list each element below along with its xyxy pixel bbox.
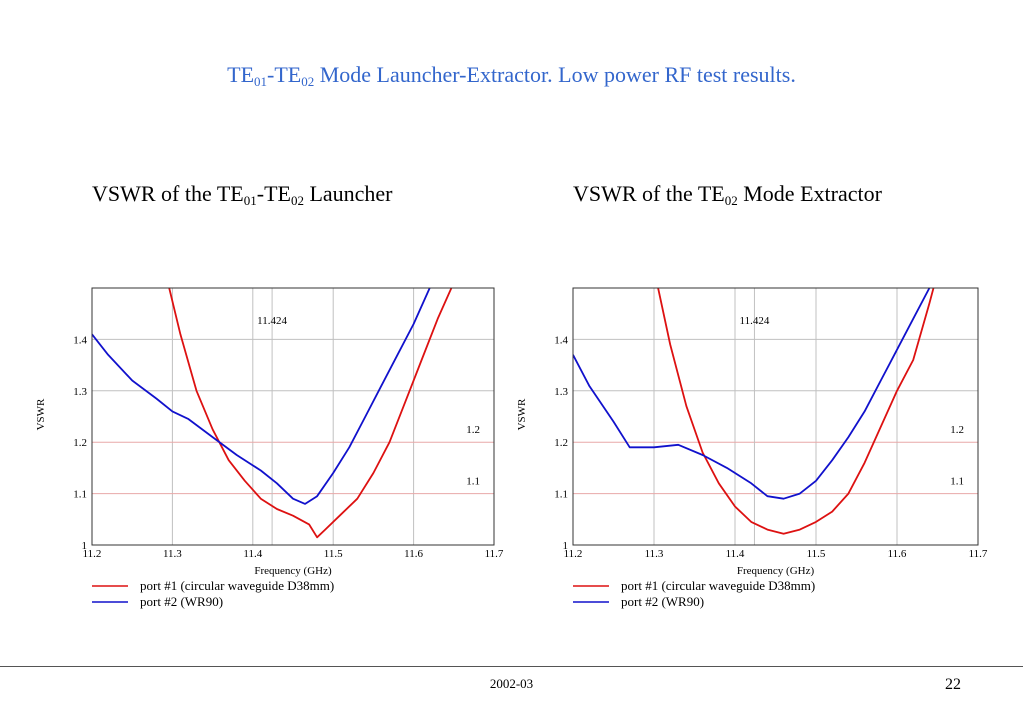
- title-part: -TE: [267, 62, 302, 87]
- x-tick-label: 11.6: [888, 548, 907, 560]
- x-tick-label: 11.3: [645, 548, 664, 560]
- y-axis-label: VSWR: [516, 398, 528, 430]
- y-tick-label: 1.4: [554, 334, 568, 346]
- y-tick-label: 1.3: [73, 386, 87, 398]
- legend-label: port #2 (WR90): [621, 594, 704, 609]
- y-tick-label: 1.1: [73, 489, 87, 501]
- chart-title-part: Mode Extractor: [737, 181, 882, 206]
- y-tick-label: 1.2: [554, 437, 568, 449]
- y-tick-label: 1: [563, 540, 569, 552]
- footer-divider: [0, 666, 1023, 667]
- y-tick-label: 1.4: [73, 334, 87, 346]
- legend-label: port #1 (circular waveguide D38mm): [621, 578, 815, 593]
- reference-level-label: 1.1: [466, 476, 480, 488]
- x-tick-label: 11.4: [243, 548, 262, 560]
- reference-level-label: 1.2: [466, 424, 480, 436]
- chart-title-sub: 02: [724, 193, 738, 208]
- series-line-port-1: [168, 288, 453, 539]
- x-tick-label: 11.3: [163, 548, 182, 560]
- y-axis-label: VSWR: [35, 398, 47, 430]
- chart-title-sub: 01: [243, 193, 257, 208]
- plot-frame: [572, 287, 979, 546]
- legend-label: port #1 (circular waveguide D38mm): [140, 578, 334, 593]
- x-tick-label: 11.2: [83, 548, 102, 560]
- y-tick-label: 1: [82, 540, 88, 552]
- slide-title: TE01-TE02 Mode Launcher-Extractor. Low p…: [0, 62, 1023, 90]
- legend-label: port #2 (WR90): [140, 594, 223, 609]
- chart-title-launcher: VSWR of the TE01-TE02 Launcher: [92, 181, 393, 209]
- x-tick-label: 11.7: [969, 548, 988, 560]
- x-axis-label: Frequency (GHz): [254, 565, 332, 577]
- y-tick-label: 1.2: [73, 437, 87, 449]
- page-number: 22: [945, 676, 961, 693]
- frequency-marker-label: 11.424: [740, 315, 770, 327]
- x-tick-label: 11.2: [564, 548, 583, 560]
- chart-title-part: -TE: [256, 181, 291, 206]
- x-tick-label: 11.5: [324, 548, 343, 560]
- title-sub: 02: [301, 74, 315, 89]
- chart-title-part: VSWR of the TE: [92, 181, 244, 206]
- y-tick-label: 1.3: [554, 386, 568, 398]
- plot-frame: [91, 287, 495, 546]
- series-line-port-2: [92, 288, 431, 505]
- title-part: Mode Launcher-Extractor. Low power RF te…: [314, 62, 796, 87]
- x-tick-label: 11.6: [404, 548, 423, 560]
- reference-level-label: 1.2: [950, 424, 964, 436]
- x-axis-label: Frequency (GHz): [737, 565, 815, 577]
- x-tick-label: 11.5: [807, 548, 826, 560]
- series-line-port-1: [657, 288, 935, 535]
- reference-level-label: 1.1: [950, 476, 964, 488]
- series-line-port-2: [573, 288, 931, 500]
- y-tick-label: 1.1: [554, 489, 568, 501]
- chart-title-part: VSWR of the TE: [573, 181, 725, 206]
- chart-title-extractor: VSWR of the TE02 Mode Extractor: [573, 181, 882, 209]
- x-tick-label: 11.4: [726, 548, 745, 560]
- title-sub: 01: [254, 74, 268, 89]
- frequency-marker-label: 11.424: [257, 315, 287, 327]
- title-part: TE: [227, 62, 255, 87]
- chart-title-sub: 02: [290, 193, 304, 208]
- footer-date: 2002-03: [489, 676, 534, 691]
- chart-title-part: Launcher: [303, 181, 393, 206]
- x-tick-label: 11.7: [485, 548, 504, 560]
